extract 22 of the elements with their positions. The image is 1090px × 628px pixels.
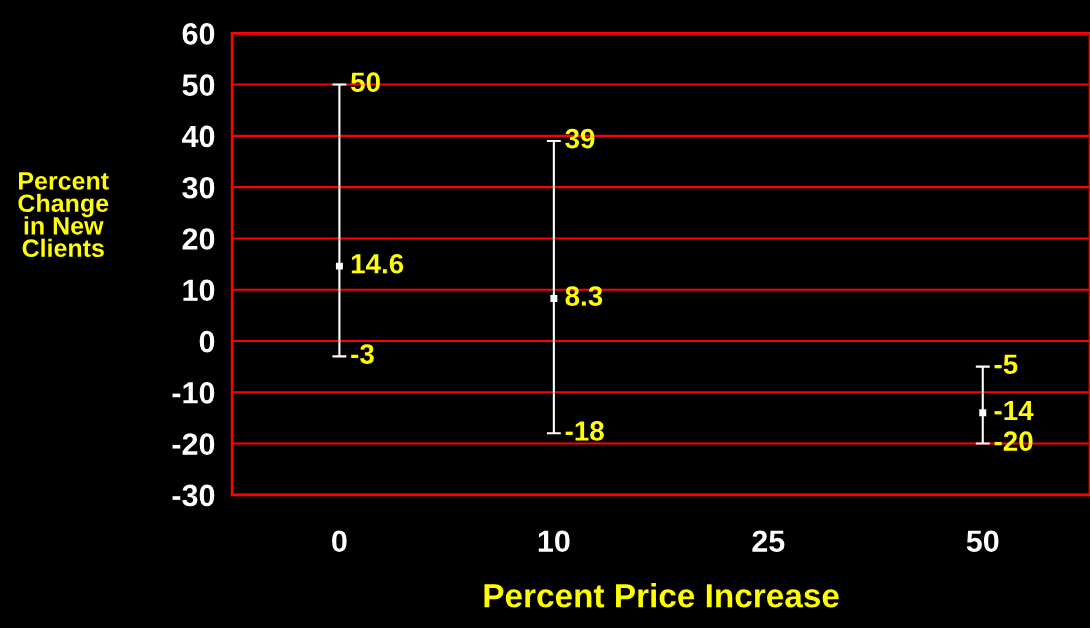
annotation: -5 xyxy=(994,354,1018,375)
y-axis-title: Percent Change in New Clients xyxy=(18,172,109,258)
annotation: -3 xyxy=(351,344,374,364)
x-tick-label: 25 xyxy=(752,530,785,553)
x-tick-label: 0 xyxy=(332,530,347,553)
annotation: -18 xyxy=(565,421,604,441)
y-tick-label: -20 xyxy=(172,433,215,455)
data-label: 8.3 xyxy=(565,286,603,306)
y-tick-label: 20 xyxy=(182,228,215,250)
y-tick-label: 30 xyxy=(182,176,215,199)
x-axis-title: Percent Price Increase xyxy=(484,583,839,608)
y-tick-label: 0 xyxy=(199,330,215,353)
data-label: -14 xyxy=(994,400,1034,420)
y-tick-label: -30 xyxy=(172,484,215,507)
y-tick-label: 10 xyxy=(183,279,215,302)
y-tick-label: 60 xyxy=(182,23,215,45)
data-label: 14.6 xyxy=(351,253,404,274)
y-tick-label: -10 xyxy=(172,382,215,404)
x-tick-label: 10 xyxy=(538,530,570,553)
y-tick-label: 40 xyxy=(181,125,215,148)
y-tick-label: 50 xyxy=(182,74,215,96)
x-tick-label: 50 xyxy=(966,530,999,553)
